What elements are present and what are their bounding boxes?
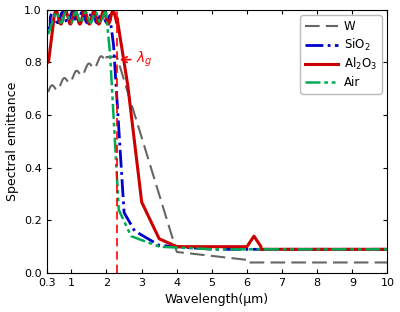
W xyxy=(175,250,180,254)
X-axis label: Wavelength(μm): Wavelength(μm) xyxy=(165,294,269,306)
W xyxy=(245,261,250,264)
Al$_2$O$_3$ xyxy=(175,245,180,249)
SiO$_2$ xyxy=(342,247,347,251)
Air xyxy=(104,11,108,14)
Air xyxy=(342,247,347,251)
SiO$_2$ xyxy=(190,246,195,250)
SiO$_2$ xyxy=(210,247,214,251)
Al$_2$O$_3$ xyxy=(104,16,108,19)
W xyxy=(342,261,347,264)
SiO$_2$ xyxy=(104,20,108,24)
Air xyxy=(385,247,390,251)
Line: Air: Air xyxy=(47,12,388,249)
Line: Al$_2$O$_3$: Al$_2$O$_3$ xyxy=(47,11,388,249)
W xyxy=(99,54,104,58)
Air xyxy=(210,247,214,251)
Text: $\lambda_g$: $\lambda_g$ xyxy=(122,50,153,69)
Air xyxy=(83,10,88,14)
Al$_2$O$_3$ xyxy=(83,10,88,14)
Air xyxy=(378,247,383,251)
W xyxy=(104,59,108,63)
Legend: W, SiO$_2$, Al$_2$O$_3$, Air: W, SiO$_2$, Al$_2$O$_3$, Air xyxy=(300,16,382,94)
Al$_2$O$_3$ xyxy=(342,247,347,251)
SiO$_2$ xyxy=(60,10,65,14)
Air xyxy=(64,10,68,14)
Al$_2$O$_3$ xyxy=(258,247,263,251)
W xyxy=(378,261,383,264)
Line: W: W xyxy=(47,56,388,262)
Y-axis label: Spectral emittance: Spectral emittance xyxy=(6,82,18,201)
SiO$_2$ xyxy=(175,245,180,249)
Al$_2$O$_3$ xyxy=(44,61,49,64)
Al$_2$O$_3$ xyxy=(101,9,106,13)
W xyxy=(83,67,88,71)
Air xyxy=(190,246,195,250)
SiO$_2$ xyxy=(378,247,383,251)
SiO$_2$ xyxy=(385,247,390,251)
Air xyxy=(44,32,49,35)
W xyxy=(190,252,195,256)
Al$_2$O$_3$ xyxy=(190,245,195,249)
SiO$_2$ xyxy=(44,26,49,30)
Al$_2$O$_3$ xyxy=(378,247,383,251)
SiO$_2$ xyxy=(83,19,88,22)
W xyxy=(385,261,390,264)
Al$_2$O$_3$ xyxy=(385,247,390,251)
W xyxy=(44,89,49,93)
Line: SiO$_2$: SiO$_2$ xyxy=(47,12,388,249)
Air xyxy=(175,246,180,250)
